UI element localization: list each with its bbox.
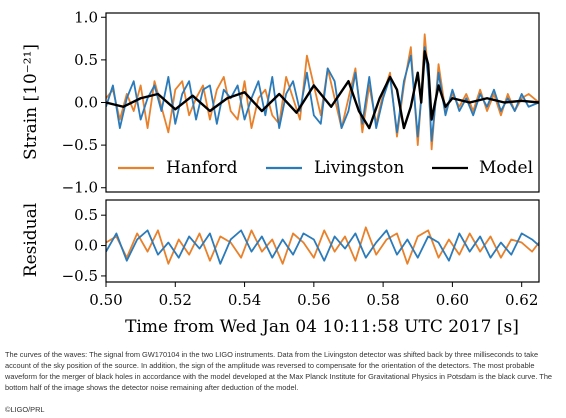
time-xtick-label: 0.52 xyxy=(159,291,192,309)
time-xtick-label: 0.62 xyxy=(505,291,538,309)
figure-caption: The curves of the waves: The signal from… xyxy=(5,350,553,392)
strain-panel: −1.0 −0.5 0.0 0.5 1.0 Strain [10⁻²¹] Hanford… xyxy=(21,8,540,197)
time-xtick-label: 0.60 xyxy=(436,291,469,309)
time-xtick-label: 0.58 xyxy=(366,291,399,309)
residual-ytick-label: 0.0 xyxy=(74,237,98,255)
time-axis-label: Time from Wed Jan 04 10:11:58 UTC 2017 [… xyxy=(125,317,519,337)
strain-series-livingston xyxy=(106,46,539,142)
strain-ytick-label: 1.0 xyxy=(74,8,98,26)
gw170104-figure: −1.0 −0.5 0.0 0.5 1.0 Strain [10⁻²¹] Hanford… xyxy=(21,8,540,337)
time-xtick-label: 0.50 xyxy=(89,291,122,309)
strain-ytick-label: 0.0 xyxy=(74,94,98,112)
strain-ytick-label: −0.5 xyxy=(62,136,98,154)
residual-axis-label: Residual xyxy=(21,203,41,277)
strain-series-model xyxy=(106,50,539,130)
residual-ytick-label: −0.5 xyxy=(62,267,98,285)
strain-ytick-label: −1.0 xyxy=(62,179,98,197)
strain-axis-label: Strain [10⁻²¹] xyxy=(21,44,41,160)
legend-label-model: Model xyxy=(479,158,533,178)
residual-series-hanford xyxy=(106,226,539,265)
residual-plot-frame xyxy=(105,199,540,283)
strain-ytick-label: 0.5 xyxy=(74,51,98,69)
legend-label-livingston: Livingston xyxy=(314,158,404,178)
time-xtick-label: 0.54 xyxy=(228,291,261,309)
image-credit: ©LIGO/PRL xyxy=(5,405,45,414)
legend-label-hanford: Hanford xyxy=(166,158,238,178)
residual-panel: −0.50.00.5 0.50 0.52 0.54 0.56 0.58 0.60 0.62 … xyxy=(21,199,540,337)
residual-series-livingston xyxy=(106,229,539,265)
residual-ytick-label: 0.5 xyxy=(74,206,98,224)
legend: Hanford Livingston Model xyxy=(118,158,533,178)
time-xtick-label: 0.56 xyxy=(297,291,330,309)
